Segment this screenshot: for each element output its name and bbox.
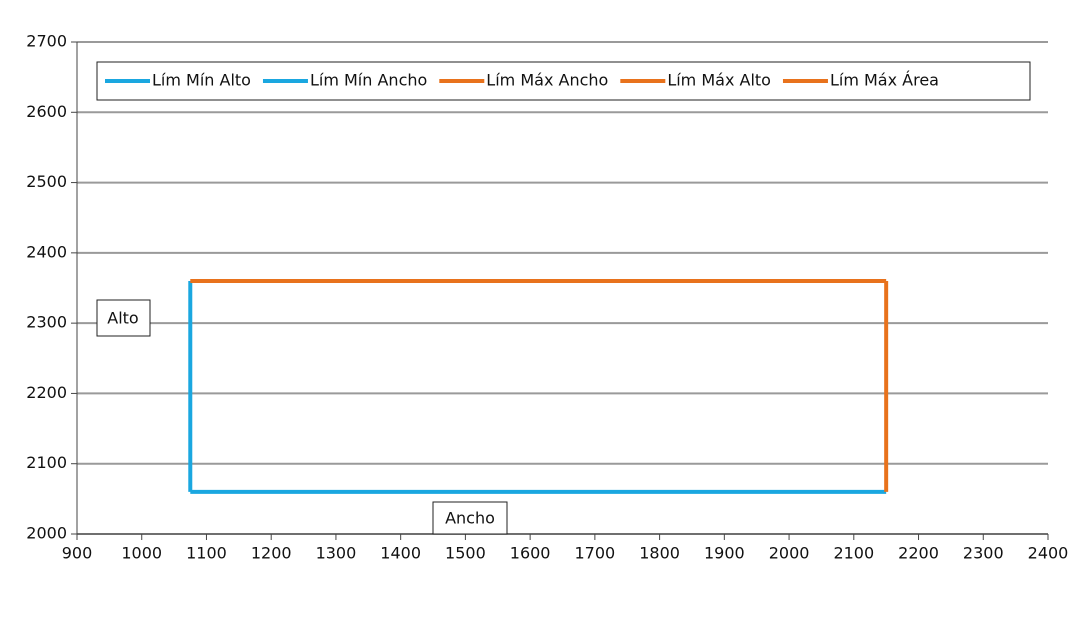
x-tick-label: 1400 <box>380 544 421 563</box>
y-tick-label: 2300 <box>26 313 67 332</box>
x-tick-label: 1700 <box>575 544 616 563</box>
legend-label: Lím Mín Alto <box>152 71 251 90</box>
x-tick-label: 2200 <box>898 544 939 563</box>
x-title-box <box>432 501 508 535</box>
x-tick-label: 1800 <box>639 544 680 563</box>
y-tick-label: 2700 <box>26 32 67 51</box>
x-tick-label: 2100 <box>833 544 874 563</box>
x-axis-title: Ancho <box>445 509 495 528</box>
y-tick-label: 2000 <box>26 524 67 543</box>
x-tick-label: 1900 <box>704 544 745 563</box>
y-axis-title: Alto <box>107 309 138 328</box>
legend-label: Lím Mín Ancho <box>310 71 427 90</box>
x-tick-label: 2000 <box>769 544 810 563</box>
y-tick-label: 2500 <box>26 172 67 191</box>
legend-label: Lím Máx Área <box>830 71 939 90</box>
y-tick-label: 2400 <box>26 242 67 261</box>
x-tick-label: 1000 <box>121 544 162 563</box>
x-tick-label: 1200 <box>251 544 292 563</box>
x-tick-label: 900 <box>62 544 93 563</box>
y-tick-label: 2200 <box>26 383 67 402</box>
legend-box <box>96 61 1031 101</box>
x-tick-label: 2400 <box>1028 544 1069 563</box>
y-tick-label: 2600 <box>26 102 67 121</box>
legend-label: Lím Máx Ancho <box>486 71 608 90</box>
x-tick-label: 1100 <box>186 544 227 563</box>
x-tick-label: 1300 <box>316 544 357 563</box>
x-tick-label: 1500 <box>445 544 486 563</box>
y-tick-label: 2100 <box>26 453 67 472</box>
legend-label: Lím Máx Alto <box>667 71 771 90</box>
x-tick-label: 2300 <box>963 544 1004 563</box>
x-tick-label: 1600 <box>510 544 551 563</box>
y-title-box <box>96 299 151 337</box>
